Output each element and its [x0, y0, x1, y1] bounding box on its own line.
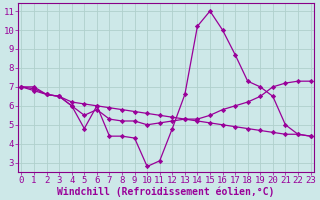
- X-axis label: Windchill (Refroidissement éolien,°C): Windchill (Refroidissement éolien,°C): [57, 186, 275, 197]
